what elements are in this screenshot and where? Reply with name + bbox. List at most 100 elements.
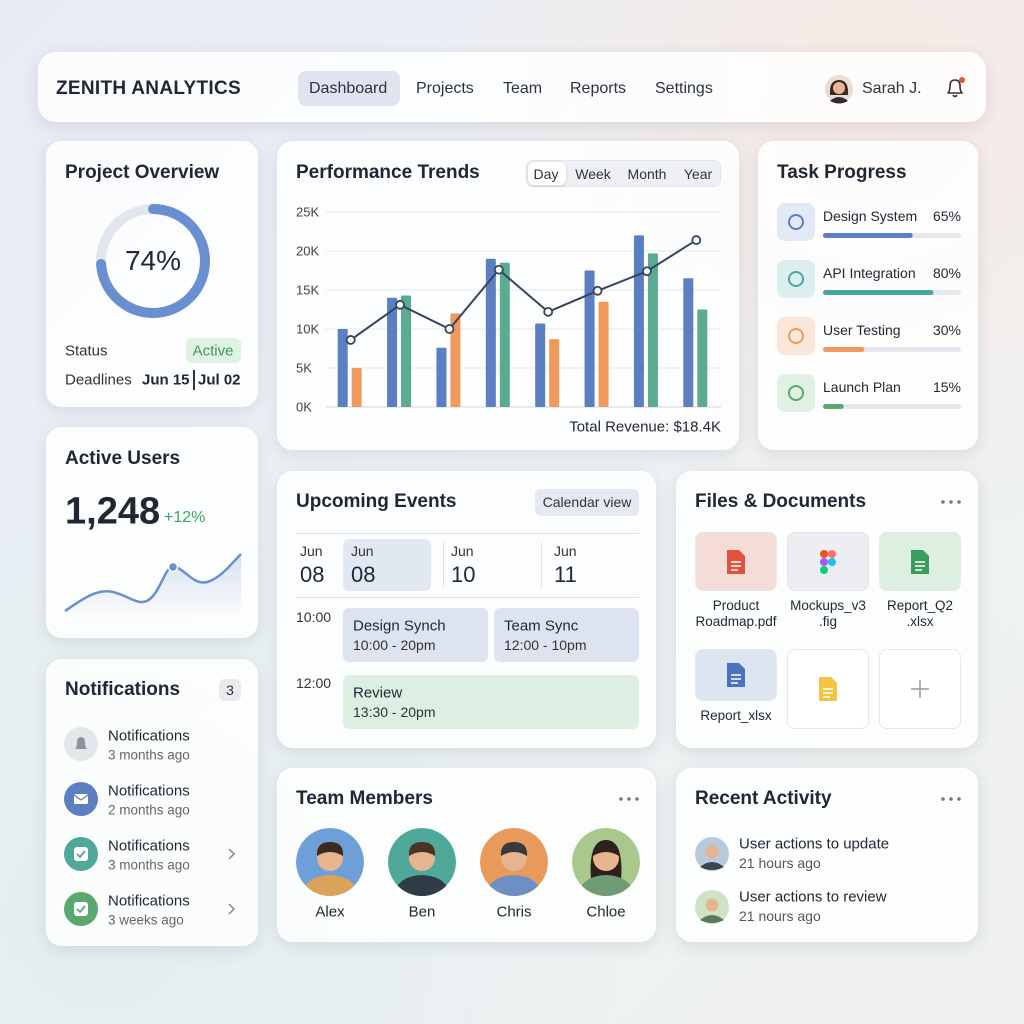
bar (337, 329, 348, 407)
trend-point (592, 285, 603, 296)
file-icon (911, 549, 929, 574)
progress-fill (823, 290, 934, 295)
bar (450, 313, 461, 407)
activity-avatar-body (700, 862, 724, 870)
event-block[interactable] (494, 608, 639, 662)
active-users-card: Active Users 1,248 +12% (46, 427, 258, 638)
progress-label: 74% (124, 245, 182, 276)
bell-glyph (75, 737, 87, 749)
notification-count: 3 (226, 682, 234, 698)
sparkline-area (65, 554, 241, 620)
divider (296, 597, 639, 598)
nav-item[interactable]: Settings (655, 80, 713, 97)
card-title: Task Progress (777, 162, 907, 183)
day-month: Jun (451, 543, 474, 559)
card-title: Performance Trends (296, 162, 480, 183)
range-active-bg (528, 162, 566, 185)
activity-card: Recent Activity User actions to update 21 … (676, 768, 978, 942)
range-option[interactable]: Year (683, 166, 713, 182)
chart (326, 211, 721, 408)
check-box (74, 902, 88, 916)
status-pill (186, 338, 241, 363)
project-overview-card: Project Overview 74% Status Active Deadlines… (46, 141, 258, 407)
avatars (296, 828, 640, 896)
avatar (388, 828, 456, 896)
bell-button[interactable] (944, 76, 966, 100)
bar (549, 339, 560, 407)
avatar-hair (500, 842, 528, 856)
day-separator (443, 542, 444, 588)
deadline-separator (193, 370, 195, 390)
more-button[interactable] (619, 794, 639, 804)
bar (351, 368, 362, 407)
bar (697, 309, 708, 407)
bar (387, 297, 398, 407)
notification-time: 3 months ago (108, 747, 190, 763)
card-title: Files & Documents (695, 491, 867, 512)
bar (401, 295, 412, 407)
task-progress-card: Task Progress Design System 65% API Integra… (758, 141, 978, 450)
nav-item[interactable]: Reports (570, 80, 627, 97)
range-option[interactable]: Month (627, 166, 667, 182)
avatar-hair (408, 842, 436, 856)
dot (635, 797, 639, 801)
donut-progress (96, 204, 210, 318)
calendar-button[interactable] (535, 489, 639, 516)
status-label: Status (65, 342, 108, 360)
trend-point (691, 235, 702, 245)
event-time: 10:00 - 20pm (353, 637, 436, 653)
member-name: Chloe (586, 903, 626, 921)
more-button[interactable] (941, 497, 961, 507)
day-month: Jun (554, 543, 577, 559)
check-box (74, 847, 88, 861)
dot (619, 797, 623, 801)
divider (296, 533, 639, 534)
avatar-hair (592, 842, 620, 856)
member-name: Alex (315, 903, 345, 921)
event-block[interactable] (343, 608, 488, 662)
more-button[interactable] (941, 794, 961, 804)
user-avatar[interactable] (825, 75, 853, 104)
figma-dot (820, 557, 828, 566)
task-icon (788, 385, 804, 401)
event-title: Design Synch (353, 617, 446, 635)
user-name: Sarah J. (862, 80, 922, 97)
files-card: Files & Documents Product Roadmap.pdf Mock… (676, 471, 978, 748)
card-title: Active Users (65, 448, 181, 469)
trend-point (642, 266, 652, 277)
range-option[interactable]: Week (575, 166, 611, 182)
notification-time: 2 months ago (108, 802, 190, 818)
y-tick-label: 0K (296, 399, 312, 415)
doc-lines (823, 688, 833, 698)
task-icon-bg (777, 317, 815, 355)
file-name: Product Roadmap.pdf (695, 598, 777, 629)
avatar (296, 828, 364, 896)
avatar (572, 828, 640, 896)
event-block[interactable] (343, 675, 639, 729)
plus-glyph (911, 680, 929, 698)
total-revenue: Total Revenue: $18.4K (569, 418, 721, 436)
range-option[interactable]: Day (533, 166, 559, 182)
nav-item[interactable]: Projects (416, 80, 474, 97)
nav-bar: ZENITH ANALYTICS Dashboard Projects Team Rep… (38, 52, 986, 122)
nav-item[interactable]: Dashboard (309, 80, 388, 97)
dot (957, 797, 961, 801)
bar (499, 262, 510, 407)
day-separator (541, 542, 542, 588)
card-title: Project Overview (65, 162, 220, 183)
notification-title: Notifications (108, 892, 190, 910)
activity-time: 21 hours ago (739, 855, 821, 871)
activity-time: 21 nours ago (739, 908, 821, 924)
member-name: Ben (408, 903, 436, 921)
activity-avatars (695, 837, 729, 924)
file-icon (911, 680, 929, 698)
day-highlight (343, 539, 431, 591)
y-tick-label: 25K (296, 204, 320, 220)
deadlines-label: Deadlines (65, 371, 132, 389)
time-label: 10:00 (296, 609, 332, 625)
avatar-hair (316, 842, 344, 856)
dot (957, 500, 961, 504)
nav-item[interactable]: Team (503, 80, 543, 97)
file-tile[interactable] (695, 649, 777, 701)
